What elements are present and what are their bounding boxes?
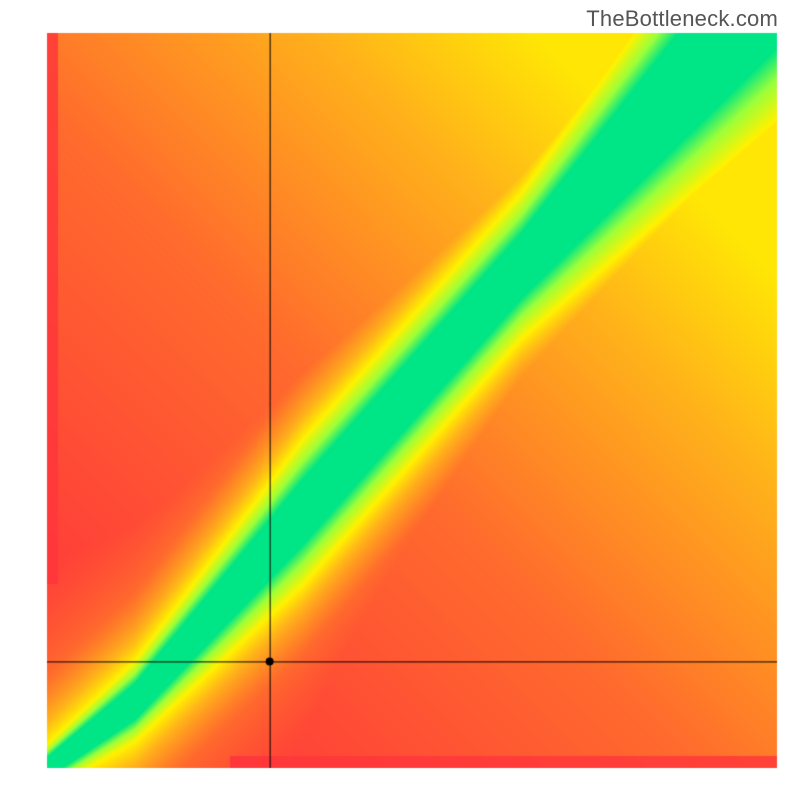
heatmap-canvas [0, 0, 800, 800]
watermark-text: TheBottleneck.com [586, 6, 778, 32]
bottleneck-chart: TheBottleneck.com [0, 0, 800, 800]
